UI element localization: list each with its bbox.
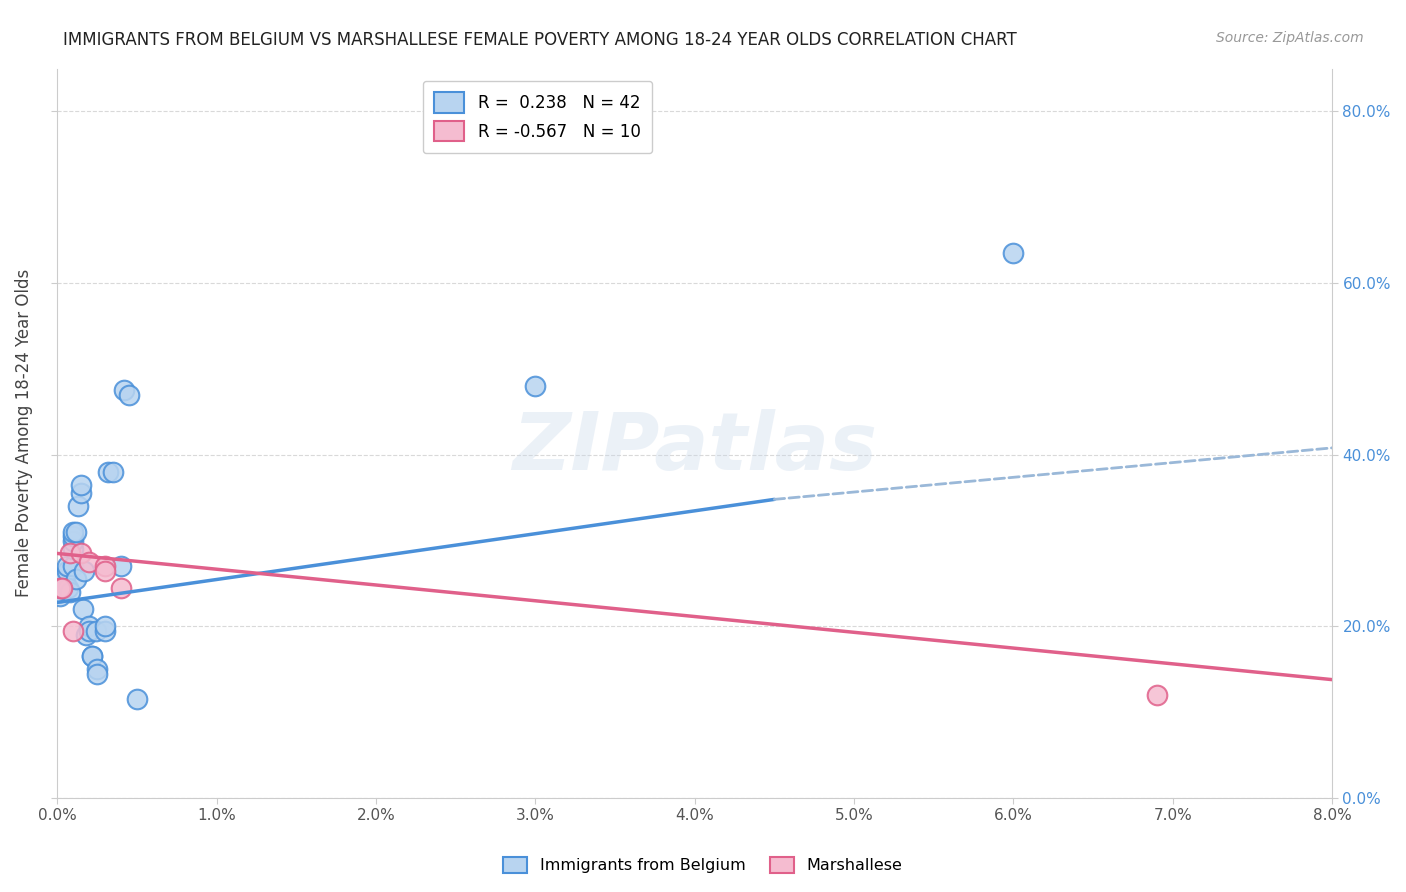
Point: [66, 500, 89, 514]
Point: [94, 624, 117, 638]
Point: [62, 559, 84, 574]
Point: [59, 585, 82, 599]
Point: [77, 619, 100, 633]
Point: [86, 662, 108, 676]
Point: [53, 572, 76, 586]
Point: [73, 564, 96, 578]
Point: [51, 581, 73, 595]
Point: [65, 524, 87, 539]
Point: [65, 572, 87, 586]
Point: [62, 524, 84, 539]
Point: [94, 564, 117, 578]
Point: [125, 692, 148, 706]
Y-axis label: Female Poverty Among 18-24 Year Olds: Female Poverty Among 18-24 Year Olds: [15, 269, 32, 598]
Point: [56, 559, 79, 574]
Point: [59, 546, 82, 560]
Point: [86, 666, 108, 681]
Point: [94, 559, 117, 574]
Point: [70, 486, 93, 500]
Point: [97, 465, 120, 479]
Legend: Immigrants from Belgium, Marshallese: Immigrants from Belgium, Marshallese: [498, 850, 908, 880]
Point: [53, 568, 76, 582]
Point: [82, 649, 104, 664]
Point: [49, 585, 72, 599]
Point: [51, 581, 73, 595]
Point: [70, 477, 93, 491]
Point: [94, 619, 117, 633]
Text: ZIPatlas: ZIPatlas: [512, 409, 877, 487]
Point: [58, 581, 80, 595]
Point: [110, 581, 132, 595]
Point: [52, 576, 75, 591]
Point: [49, 581, 72, 595]
Point: [62, 624, 84, 638]
Point: [52, 572, 75, 586]
Point: [62, 529, 84, 543]
Point: [101, 465, 124, 479]
Point: [62, 533, 84, 548]
Point: [110, 559, 132, 574]
Point: [112, 384, 135, 398]
Text: IMMIGRANTS FROM BELGIUM VS MARSHALLESE FEMALE POVERTY AMONG 18-24 YEAR OLDS CORR: IMMIGRANTS FROM BELGIUM VS MARSHALLESE F…: [63, 31, 1017, 49]
Point: [75, 628, 97, 642]
Point: [1146, 688, 1168, 702]
Point: [62, 542, 84, 557]
Legend: R =  0.238   N = 42, R = -0.567   N = 10: R = 0.238 N = 42, R = -0.567 N = 10: [423, 80, 652, 153]
Point: [72, 602, 94, 616]
Point: [524, 379, 547, 393]
Point: [51, 581, 73, 595]
Point: [77, 555, 100, 569]
Point: [84, 624, 107, 638]
Point: [70, 546, 93, 560]
Point: [118, 387, 141, 401]
Point: [56, 564, 79, 578]
Text: Source: ZipAtlas.com: Source: ZipAtlas.com: [1216, 31, 1364, 45]
Point: [77, 624, 100, 638]
Point: [1002, 246, 1025, 260]
Point: [82, 649, 104, 664]
Point: [49, 590, 72, 604]
